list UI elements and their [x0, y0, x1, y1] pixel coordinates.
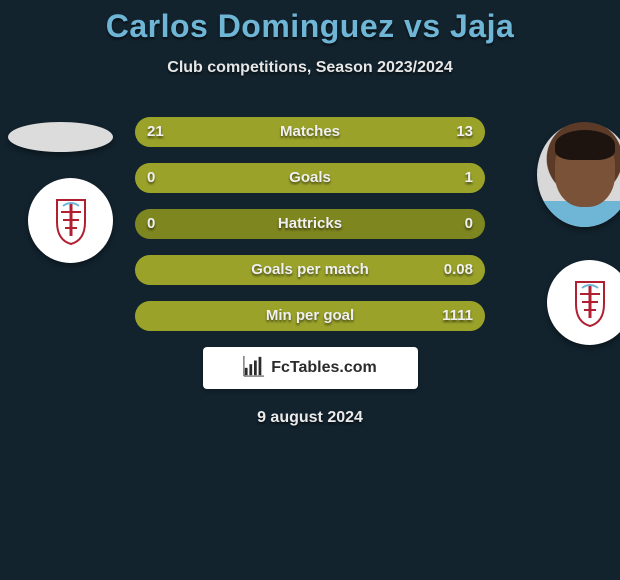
- date-label: 9 august 2024: [0, 409, 620, 427]
- page-title: Carlos Dominguez vs Jaja: [0, 8, 620, 45]
- subtitle: Club competitions, Season 2023/2024: [0, 59, 620, 77]
- stat-right-value: 1111: [442, 301, 473, 331]
- stat-right-value: 0: [465, 209, 473, 239]
- stat-label: Goals: [135, 163, 485, 193]
- stat-row: 21Matches13: [135, 117, 485, 147]
- stat-row: 0Goals1: [135, 163, 485, 193]
- stat-label: Hattricks: [135, 209, 485, 239]
- player-right-avatar: [537, 122, 620, 227]
- crest-icon: [572, 278, 608, 328]
- stat-label: Matches: [135, 117, 485, 147]
- player-left-avatar: [8, 122, 113, 152]
- bar-chart-icon: [243, 355, 265, 382]
- stat-label: Goals per match: [135, 255, 485, 285]
- stat-row: Min per goal1111: [135, 301, 485, 331]
- crest-icon: [53, 196, 89, 246]
- club-left-badge: [28, 178, 113, 263]
- stat-right-value: 1: [465, 163, 473, 193]
- stat-row: 0Hattricks0: [135, 209, 485, 239]
- brand-badge: FcTables.com: [203, 347, 418, 389]
- stats-table: 21Matches130Goals10Hattricks0Goals per m…: [135, 117, 485, 331]
- stat-right-value: 0.08: [444, 255, 473, 285]
- stat-label: Min per goal: [135, 301, 485, 331]
- brand-text: FcTables.com: [271, 359, 377, 377]
- stat-right-value: 13: [456, 117, 473, 147]
- stat-row: Goals per match0.08: [135, 255, 485, 285]
